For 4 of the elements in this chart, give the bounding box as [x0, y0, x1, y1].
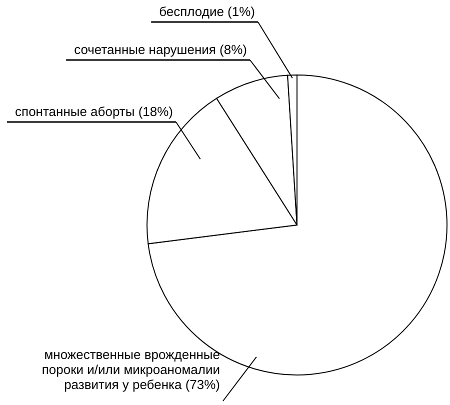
- slice-label: спонтанные аборты (18%): [15, 104, 173, 119]
- slice-label: бесплодие (1%): [159, 4, 255, 19]
- slice-label: сочетанные нарушения (8%): [74, 42, 247, 57]
- slice-label: множественные врожденные пороки и/или микроаномалии развития у ребенка (73%): [42, 347, 220, 392]
